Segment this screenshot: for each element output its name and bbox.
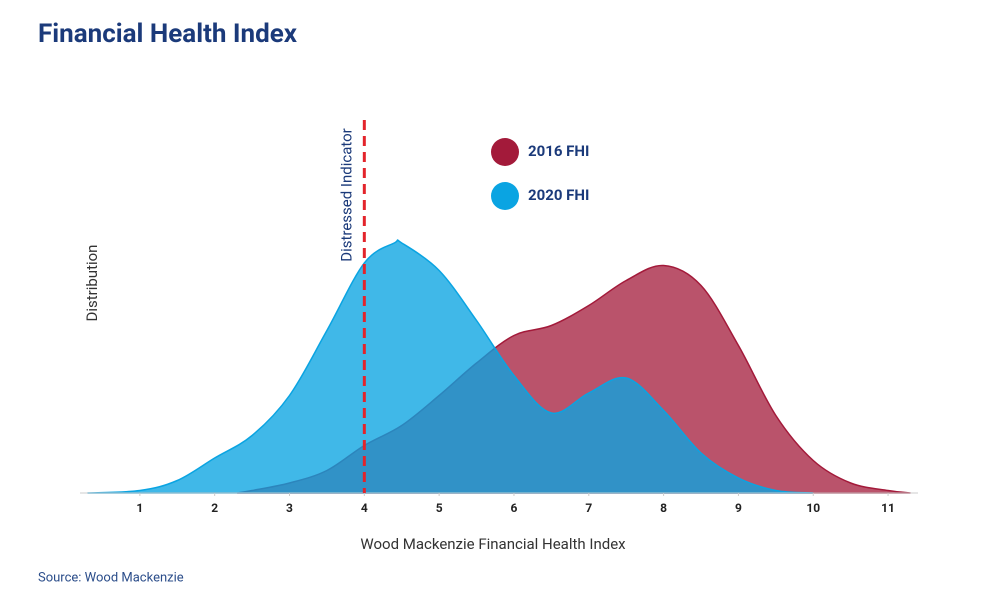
threshold-label: Distressed Indicator [337,128,355,262]
x-tick-label: 4 [361,501,368,515]
y-axis-label: Distribution [83,245,101,322]
x-axis-label: Wood Mackenzie Financial Health Index [360,535,626,553]
x-tick-label: 11 [881,501,895,515]
x-tick-label: 3 [286,501,293,515]
area [87,239,814,494]
legend-label: 2016 FHI [528,142,589,160]
x-tick-label: 9 [735,501,742,515]
x-tick-label: 5 [436,501,443,515]
x-tick-label: 2 [211,501,218,515]
legend-swatch [491,138,519,166]
x-tick-label: 1 [136,501,143,515]
x-tick-label: 8 [660,501,667,515]
legend-label: 2020 FHI [528,186,589,204]
chart-title: Financial Health Index [38,19,298,49]
source: Source: Wood Mackenzie [38,570,184,585]
x-tick-label: 7 [585,501,592,515]
legend-swatch [491,182,519,210]
x-tick-label: 10 [806,501,820,515]
x-tick-label: 6 [511,501,518,515]
